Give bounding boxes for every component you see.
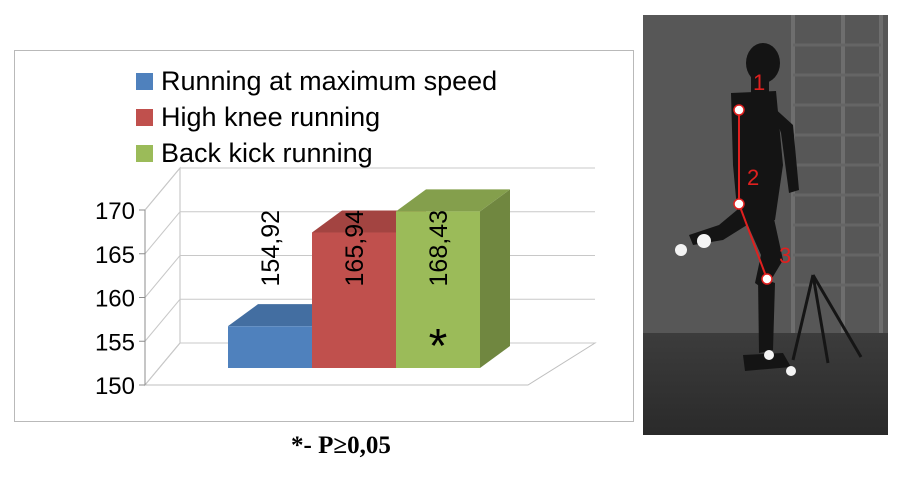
- y-tick-label: 170: [95, 198, 135, 225]
- y-tick-label: 150: [95, 373, 135, 400]
- chart: 150 155 160 165 170 154,92 165,94 168,43 *: [95, 166, 597, 400]
- data-label: 154,92: [257, 210, 285, 286]
- bar-front-face: [228, 326, 312, 368]
- bar-front-face: [312, 232, 396, 368]
- gridline: [144, 167, 595, 211]
- segment-line: [738, 203, 768, 280]
- y-axis-ticks: 150 155 160 165 170: [95, 198, 146, 400]
- significance-footnote: *- P≥0,05: [291, 432, 391, 459]
- legend-label: Running at maximum speed: [161, 65, 498, 96]
- legend-item-running-max-speed: Running at maximum speed: [136, 63, 497, 99]
- wall-rungs: [793, 43, 881, 287]
- bar-top-face: [396, 189, 510, 212]
- joint-label-3: 3: [779, 243, 791, 268]
- joint-marker-2: [733, 198, 745, 210]
- data-labels: 154,92 165,94 168,43 *: [257, 210, 453, 373]
- bar-front-face: [396, 211, 480, 368]
- data-label: 165,94: [341, 210, 369, 287]
- joint-label-1: 1: [753, 70, 765, 95]
- reflective-marker: [764, 350, 774, 360]
- chart-legend: Running at maximum speed High knee runni…: [136, 63, 497, 171]
- legend-swatch: [136, 108, 153, 126]
- reflective-marker: [675, 244, 687, 256]
- legend-label: High knee running: [161, 101, 381, 132]
- bar-2: [396, 189, 510, 368]
- legend-item-back-kick: Back kick running: [136, 135, 497, 171]
- y-tick-label: 165: [95, 242, 135, 269]
- legend-swatch: [136, 72, 153, 90]
- legend-item-high-knee: High knee running: [136, 99, 497, 135]
- joint-marker-1: [733, 104, 745, 116]
- reflective-marker: [697, 234, 711, 248]
- bar-side-face: [480, 189, 510, 368]
- data-label: 168,43: [425, 210, 453, 286]
- joint-label-2: 2: [747, 165, 759, 190]
- reflective-marker: [786, 366, 796, 376]
- joint-marker-3: [761, 273, 773, 285]
- y-tick-label: 160: [95, 286, 135, 313]
- significance-marker: *: [429, 320, 448, 373]
- legend-label: Back kick running: [161, 137, 373, 168]
- chart-bars: [228, 189, 510, 368]
- athlete-photo: 1 2 3: [643, 15, 888, 435]
- y-tick-label: 155: [95, 329, 135, 356]
- legend-swatch: [136, 144, 153, 162]
- tripod: [791, 274, 863, 364]
